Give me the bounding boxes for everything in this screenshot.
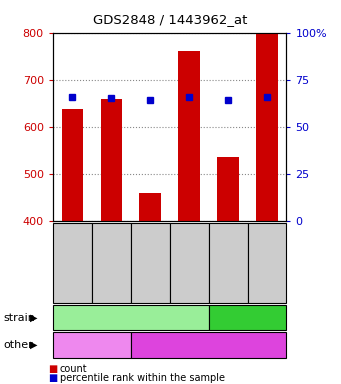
Text: GSM158362: GSM158362 bbox=[224, 236, 233, 290]
Bar bbox=[256, 33, 278, 221]
Text: ■: ■ bbox=[48, 364, 58, 374]
Bar bbox=[139, 193, 161, 221]
Text: GSM158361: GSM158361 bbox=[184, 235, 194, 291]
Text: no functional
Notch1: no functional Notch1 bbox=[58, 334, 126, 356]
Text: GSM158363: GSM158363 bbox=[263, 235, 271, 291]
Text: strain: strain bbox=[3, 313, 35, 323]
Bar bbox=[217, 157, 239, 221]
Text: GSM158357: GSM158357 bbox=[68, 235, 77, 291]
Text: GDS2848 / 1443962_at: GDS2848 / 1443962_at bbox=[93, 13, 248, 26]
Text: count: count bbox=[60, 364, 87, 374]
Bar bbox=[178, 51, 200, 221]
Bar bbox=[62, 109, 83, 221]
Text: ▶: ▶ bbox=[30, 340, 38, 350]
Text: ■: ■ bbox=[48, 373, 58, 383]
Text: ▶: ▶ bbox=[30, 313, 38, 323]
Text: GSM158360: GSM158360 bbox=[107, 235, 116, 291]
Text: transgenic: transgenic bbox=[103, 313, 159, 323]
Text: functional Notch: functional Notch bbox=[165, 340, 252, 350]
Text: percentile rank within the sample: percentile rank within the sample bbox=[60, 373, 225, 383]
Text: other: other bbox=[3, 340, 33, 350]
Text: wild type: wild type bbox=[224, 313, 271, 323]
Bar bbox=[101, 99, 122, 221]
Text: GSM158359: GSM158359 bbox=[146, 235, 155, 291]
